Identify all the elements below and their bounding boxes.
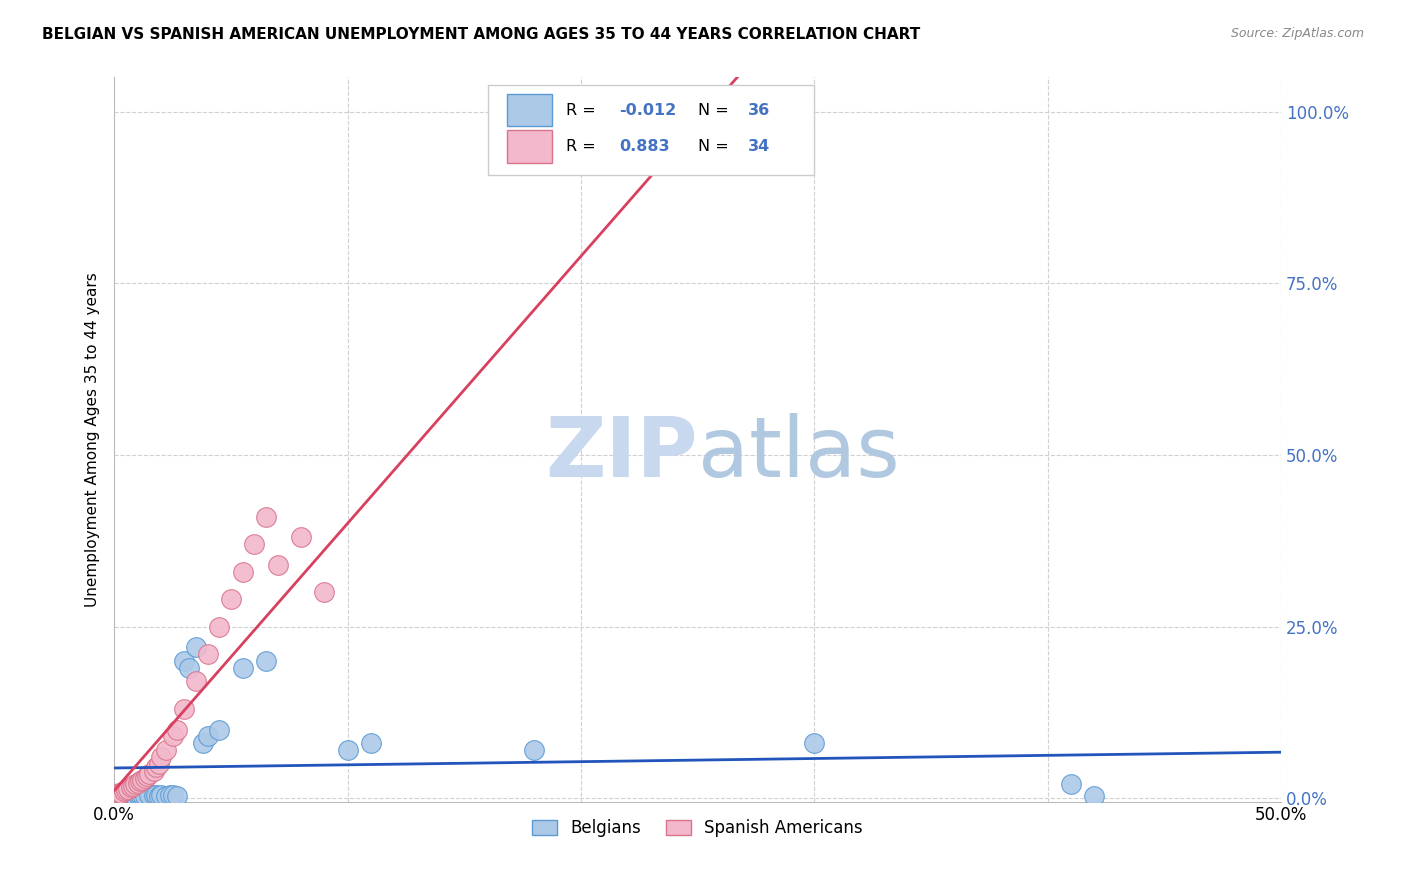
Point [208,619,231,633]
FancyBboxPatch shape [508,130,551,162]
Point [108,789,131,803]
Point [173,702,195,716]
Point [360,736,382,750]
Point [142,764,165,778]
Point [523,743,546,757]
Point [336,743,359,757]
Point [243,537,266,551]
Text: R =: R = [565,103,600,118]
Point [173,654,195,668]
Point [197,647,219,661]
Legend: Belgians, Spanish Americans: Belgians, Spanish Americans [526,813,870,844]
Point [131,788,153,802]
Point [166,789,188,803]
Point [127,776,149,790]
Point [117,789,139,803]
Text: N =: N = [697,139,734,153]
Point [219,592,242,607]
Point [1083,789,1105,803]
FancyBboxPatch shape [508,94,551,127]
Point [121,788,143,802]
Point [254,654,277,668]
Point [149,788,172,802]
Point [155,789,177,803]
Point [128,789,150,803]
Text: ZIP: ZIP [546,414,697,494]
Text: Source: ZipAtlas.com: Source: ZipAtlas.com [1230,27,1364,40]
Point [162,730,184,744]
Point [142,789,165,803]
Point [162,788,184,802]
Point [159,789,181,803]
Point [103,788,125,802]
Point [120,780,142,794]
Point [290,530,312,544]
Point [148,789,170,803]
Point [134,771,156,785]
Point [145,788,167,802]
Point [184,640,207,654]
Point [1060,777,1083,791]
Point [803,736,825,750]
Point [191,736,214,750]
Point [131,772,153,787]
Point [155,743,177,757]
Text: BELGIAN VS SPANISH AMERICAN UNEMPLOYMENT AMONG AGES 35 TO 44 YEARS CORRELATION C: BELGIAN VS SPANISH AMERICAN UNEMPLOYMENT… [42,27,921,42]
Text: 0.883: 0.883 [620,139,671,153]
Point [115,783,138,797]
Point [134,789,156,803]
Point [112,784,135,798]
Point [231,565,253,579]
Text: N =: N = [697,103,734,118]
Point [112,789,135,804]
Point [197,730,219,744]
Point [138,788,160,802]
Point [108,786,131,800]
Point [124,789,146,803]
Text: 34: 34 [748,139,770,153]
Point [115,789,138,803]
Text: -0.012: -0.012 [620,103,676,118]
Point [756,104,779,119]
Point [121,779,143,793]
Point [117,781,139,796]
Point [254,509,277,524]
Point [110,788,132,802]
Point [120,789,142,803]
Text: atlas: atlas [697,414,900,494]
Text: 36: 36 [748,103,770,118]
Point [148,756,170,771]
Point [231,661,253,675]
Point [266,558,288,572]
Point [184,674,207,689]
Text: R =: R = [565,139,600,153]
Point [127,788,149,802]
Point [124,777,146,791]
Point [166,723,188,737]
FancyBboxPatch shape [488,85,814,175]
Point [149,750,172,764]
Point [177,661,200,675]
Point [314,585,336,599]
Point [145,760,167,774]
Y-axis label: Unemployment Among Ages 35 to 44 years: Unemployment Among Ages 35 to 44 years [86,272,100,607]
Point [128,774,150,789]
Point [135,769,157,783]
Point [110,786,132,800]
Point [208,723,231,737]
Point [138,767,160,781]
Point [103,788,125,802]
